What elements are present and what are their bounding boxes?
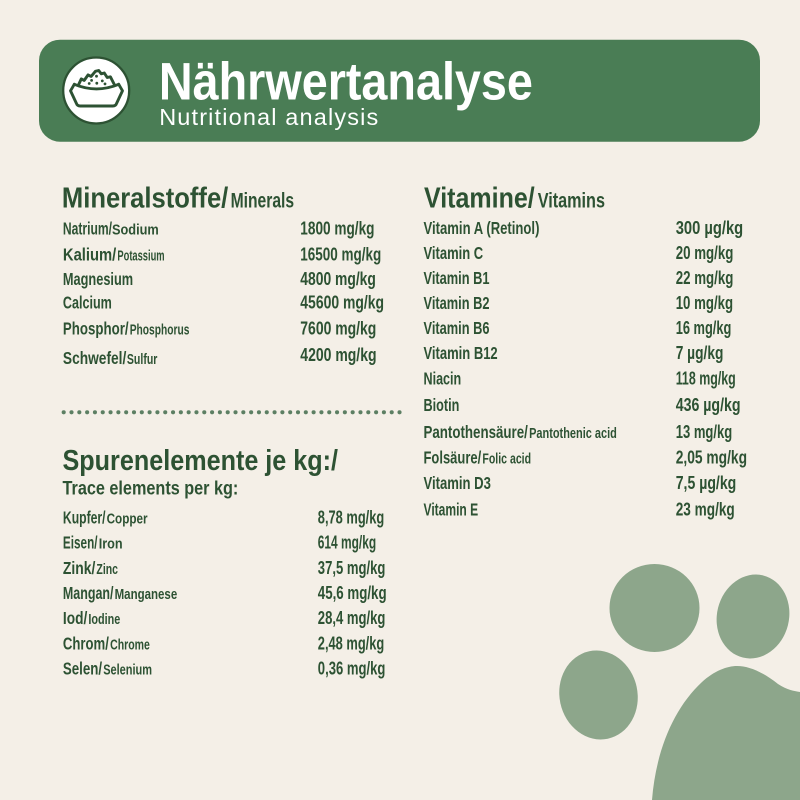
svg-text:Phosphor/: Phosphor/ [63,320,129,339]
svg-text:Folsäure/: Folsäure/ [424,449,482,468]
svg-text:Biotin: Biotin [424,396,460,416]
svg-text:45,6 mg/kg: 45,6 mg/kg [318,583,387,604]
svg-text:Niacin: Niacin [424,370,462,390]
svg-text:7,5 µg/kg: 7,5 µg/kg [676,473,737,493]
svg-text:23 mg/kg: 23 mg/kg [676,500,735,520]
svg-text:4200 mg/kg: 4200 mg/kg [300,345,376,365]
svg-text:Zink/: Zink/ [63,559,96,578]
svg-text:Vitamin C: Vitamin C [424,244,484,263]
svg-text:Eisen/: Eisen/ [63,533,98,553]
svg-text:Vitamins: Vitamins [538,189,605,212]
svg-text:16500 mg/kg: 16500 mg/kg [300,244,381,265]
svg-text:Schwefel/: Schwefel/ [63,349,127,368]
svg-text:Potassium: Potassium [117,247,164,264]
svg-text:Pantothenic acid: Pantothenic acid [529,425,617,442]
svg-text:7600 mg/kg: 7600 mg/kg [300,319,376,339]
svg-text:45600 mg/kg: 45600 mg/kg [300,292,384,312]
svg-text:Pantothensäure/: Pantothensäure/ [424,424,529,443]
svg-text:7 µg/kg: 7 µg/kg [676,343,724,363]
svg-text:Vitamin B12: Vitamin B12 [424,344,498,363]
svg-text:Iron: Iron [99,536,123,552]
svg-text:Iodine: Iodine [88,610,120,627]
svg-text:614 mg/kg: 614 mg/kg [318,533,376,553]
svg-text:Chrome: Chrome [110,635,150,652]
svg-text:Vitamin E: Vitamin E [424,500,479,520]
svg-text:Sodium: Sodium [112,221,159,238]
svg-text:Calcium: Calcium [63,293,112,313]
svg-text:Mangan/: Mangan/ [63,584,114,604]
svg-text:Nutritional analysis: Nutritional analysis [159,104,379,130]
svg-text:Folic acid: Folic acid [482,450,531,467]
svg-text:37,5 mg/kg: 37,5 mg/kg [318,559,386,579]
svg-text:Iod/: Iod/ [63,610,88,629]
svg-text:Vitamin B2: Vitamin B2 [424,294,490,313]
svg-text:Trace elements per kg:: Trace elements per kg: [63,477,239,499]
svg-text:Kalium/: Kalium/ [63,245,117,265]
svg-text:118 mg/kg: 118 mg/kg [676,369,736,389]
svg-text:Chrom/: Chrom/ [63,635,110,654]
svg-text:Kupfer/: Kupfer/ [63,508,106,528]
svg-text:20 mg/kg: 20 mg/kg [676,243,734,264]
svg-text:Spurenelemente je kg:/: Spurenelemente je kg:/ [63,445,339,477]
svg-text:Mineralstoffe/: Mineralstoffe/ [62,181,229,214]
svg-text:Vitamine/: Vitamine/ [424,182,535,214]
svg-text:Nährwertanalyse: Nährwertanalyse [159,51,533,110]
svg-text:Vitamin B6: Vitamin B6 [424,319,490,338]
svg-text:Copper: Copper [107,510,148,527]
svg-text:Phosphorus: Phosphorus [130,321,190,338]
svg-text:Vitamin B1: Vitamin B1 [424,269,490,288]
svg-text:300 µg/kg: 300 µg/kg [676,217,743,238]
svg-text:Vitamin A (Retinol): Vitamin A (Retinol) [424,219,540,238]
svg-text:Selenium: Selenium [103,661,152,678]
svg-text:1800 mg/kg: 1800 mg/kg [300,219,374,239]
svg-text:Zinc: Zinc [96,560,118,577]
svg-text:2,48 mg/kg: 2,48 mg/kg [318,634,384,654]
svg-text:28,4 mg/kg: 28,4 mg/kg [318,609,386,629]
svg-text:Minerals: Minerals [231,188,294,212]
svg-text:Selen/: Selen/ [63,660,103,679]
svg-text:10 mg/kg: 10 mg/kg [676,293,733,314]
svg-text:Manganese: Manganese [115,586,178,603]
svg-text:22 mg/kg: 22 mg/kg [676,268,734,289]
svg-text:13 mg/kg: 13 mg/kg [676,423,732,443]
svg-text:Sulfur: Sulfur [127,350,157,367]
svg-text:8,78 mg/kg: 8,78 mg/kg [318,508,384,528]
svg-text:0,36 mg/kg: 0,36 mg/kg [318,659,386,679]
svg-text:2,05 mg/kg: 2,05 mg/kg [676,448,747,468]
svg-text:Vitamin D3: Vitamin D3 [424,474,492,493]
svg-text:436 µg/kg: 436 µg/kg [676,395,741,415]
svg-text:Magnesium: Magnesium [63,270,133,289]
svg-text:Natrium/: Natrium/ [63,220,113,240]
svg-text:4800 mg/kg: 4800 mg/kg [300,269,376,289]
svg-text:16 mg/kg: 16 mg/kg [676,319,732,339]
